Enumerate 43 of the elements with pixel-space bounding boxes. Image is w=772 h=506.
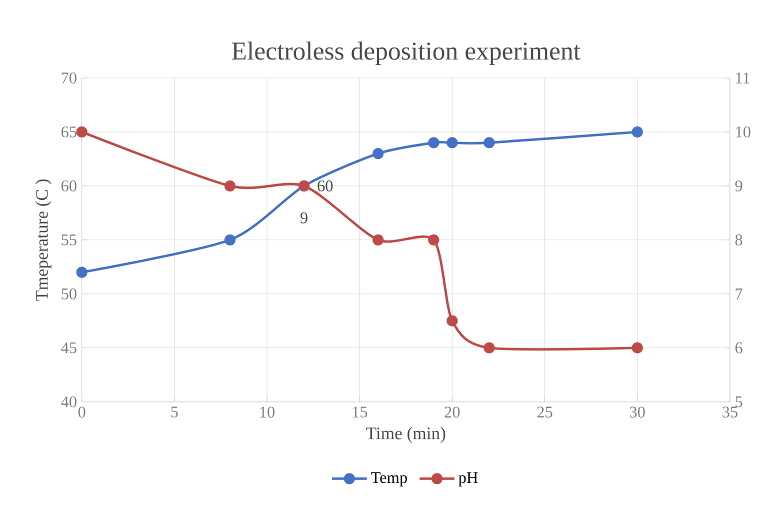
point <box>428 137 440 148</box>
point <box>484 137 495 148</box>
y-tick-label: 55 <box>62 234 76 246</box>
x-tick-label: 35 <box>722 406 738 418</box>
y2-tick-label: 8 <box>735 234 742 246</box>
y-tick-label: 60 <box>61 180 76 192</box>
point <box>224 180 236 192</box>
point <box>632 126 643 138</box>
point <box>76 266 88 278</box>
y2-tick-label: 10 <box>736 126 750 138</box>
x-axis-title: Time (min) <box>366 427 446 444</box>
x-tick-label: 25 <box>537 406 552 418</box>
point <box>224 234 236 246</box>
y2-tick-label: 9 <box>735 180 742 192</box>
y-tick-label: 40 <box>61 396 76 408</box>
point <box>446 137 458 148</box>
y2-tick-label: 7 <box>736 288 742 300</box>
x-tick-label: 10 <box>260 406 275 418</box>
point <box>372 234 384 246</box>
point <box>428 234 440 246</box>
x-tick-label: 20 <box>444 406 460 418</box>
chart-title: Electroless deposition experiment <box>232 42 580 66</box>
y2-tick-label: 5 <box>736 396 742 408</box>
x-tick-label: 15 <box>352 406 368 418</box>
x-tick-label: 30 <box>630 406 645 418</box>
point <box>484 342 495 354</box>
point <box>632 342 643 354</box>
point <box>372 148 384 160</box>
legend-label: pH <box>458 472 478 487</box>
y2-tick-label: 11 <box>736 72 750 84</box>
y-tick-label: 50 <box>62 288 76 300</box>
point <box>76 126 88 138</box>
y-tick-label: 45 <box>61 342 76 354</box>
annotation: 60 <box>318 180 333 192</box>
x-tick-label: 0 <box>78 406 86 418</box>
annotation: 9 <box>300 212 308 224</box>
x-tick-label: 5 <box>171 406 178 418</box>
y-tick-label: 70 <box>62 72 76 84</box>
legend-label: Temp <box>371 472 407 487</box>
point <box>446 315 458 327</box>
y-tick-label: 65 <box>61 126 76 138</box>
y-axis-title: Tmeperature (C ) <box>35 180 52 301</box>
y2-tick-label: 6 <box>735 342 742 354</box>
